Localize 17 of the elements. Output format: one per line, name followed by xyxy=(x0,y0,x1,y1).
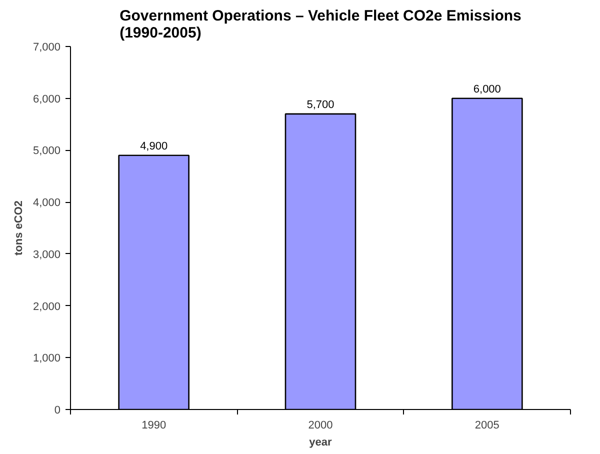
x-tick-label: 2005 xyxy=(474,420,500,432)
x-tick-label: 1990 xyxy=(142,420,166,432)
y-tick-label: 0 xyxy=(54,404,61,416)
data-label: 4,900 xyxy=(140,140,168,152)
y-tick-label: 6,000 xyxy=(32,93,61,106)
y-tick-label: 7,000 xyxy=(32,42,61,54)
data-label: 5,700 xyxy=(306,98,334,111)
y-tick-label: 3,000 xyxy=(32,248,61,261)
x-tick-label: 2000 xyxy=(308,420,333,432)
x-axis-title: year xyxy=(309,436,333,448)
y-tick-label: 1,000 xyxy=(32,352,61,365)
y-tick-label: 5,000 xyxy=(32,145,61,158)
data-label: 6,000 xyxy=(473,83,501,96)
chart-title: Government Operations – Vehicle Fleet CO2e Emissions (1990-2005) xyxy=(120,8,522,42)
y-tick-label: 2,000 xyxy=(32,300,61,313)
y-tick-label: 4,000 xyxy=(32,197,61,210)
y-axis-title: tons eCO2 xyxy=(12,200,25,256)
